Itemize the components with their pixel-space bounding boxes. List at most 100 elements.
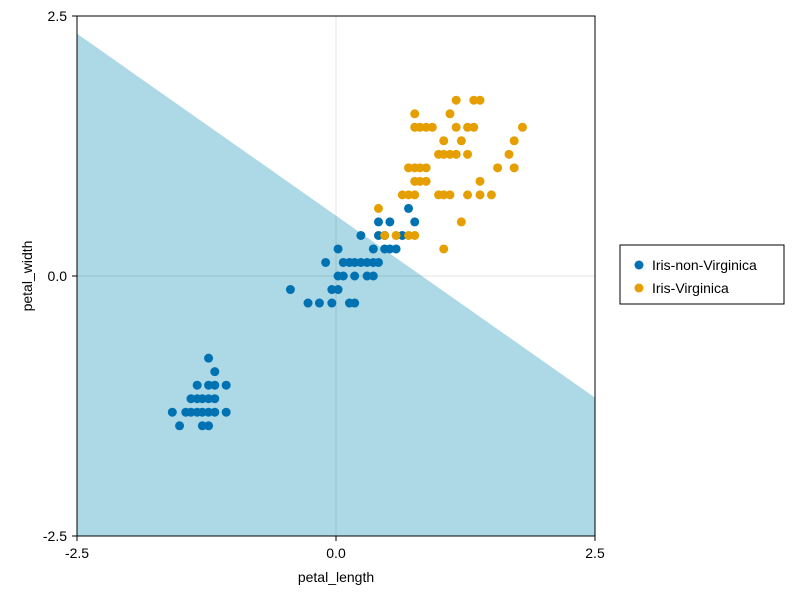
data-point-virginica <box>391 230 401 240</box>
y-axis-title: petal_width <box>19 241 35 312</box>
data-point-virginica <box>439 149 449 159</box>
data-point-non-virginica <box>314 298 324 308</box>
data-point-non-virginica <box>338 257 348 267</box>
data-point-virginica <box>456 136 466 146</box>
data-point-virginica <box>509 163 519 173</box>
data-point-non-virginica <box>210 380 220 390</box>
data-point-virginica <box>373 203 383 213</box>
data-point-non-virginica <box>186 394 196 404</box>
data-point-non-virginica <box>221 407 231 417</box>
data-point-non-virginica <box>204 353 214 363</box>
data-point-non-virginica <box>350 298 360 308</box>
data-point-non-virginica <box>204 394 214 404</box>
data-point-virginica <box>410 109 420 119</box>
data-point-virginica <box>504 149 514 159</box>
data-point-virginica <box>445 190 455 200</box>
data-point-non-virginica <box>356 257 366 267</box>
data-point-non-virginica <box>368 244 378 254</box>
data-point-non-virginica <box>391 244 401 254</box>
legend-marker-non-virginica <box>634 260 644 270</box>
data-point-virginica <box>475 190 485 200</box>
data-point-virginica <box>469 122 479 132</box>
legend-marker-virginica <box>634 283 644 293</box>
data-point-virginica <box>397 190 407 200</box>
data-point-virginica <box>451 122 461 132</box>
data-point-virginica <box>439 244 449 254</box>
legend-label-non-virginica: Iris-non-Virginica <box>652 257 757 273</box>
data-point-non-virginica <box>186 407 196 417</box>
data-point-virginica <box>421 176 431 186</box>
data-point-non-virginica <box>327 298 337 308</box>
data-point-virginica <box>421 163 431 173</box>
data-point-non-virginica <box>204 380 214 390</box>
data-point-non-virginica <box>397 230 407 240</box>
data-point-virginica <box>475 95 485 105</box>
data-point-virginica <box>463 149 473 159</box>
data-point-virginica <box>439 136 449 146</box>
data-point-virginica <box>475 176 485 186</box>
y-tick-label: 0.0 <box>48 268 68 284</box>
data-point-non-virginica <box>350 271 360 281</box>
data-point-virginica <box>469 95 479 105</box>
x-axis-title: petal_length <box>298 569 374 585</box>
data-point-virginica <box>517 122 527 132</box>
data-point-virginica <box>404 190 414 200</box>
data-point-non-virginica <box>350 257 360 267</box>
data-point-virginica <box>445 109 455 119</box>
data-point-virginica <box>463 122 473 132</box>
data-point-virginica <box>439 190 449 200</box>
data-point-non-virginica <box>333 244 343 254</box>
data-point-non-virginica <box>338 271 348 281</box>
scatter-points <box>167 95 527 431</box>
x-tick-label: -2.5 <box>65 545 89 561</box>
legend-label-virginica: Iris-Virginica <box>652 280 729 296</box>
data-point-non-virginica <box>303 298 313 308</box>
data-point-virginica <box>380 230 390 240</box>
data-point-non-virginica <box>385 217 395 227</box>
data-point-non-virginica <box>192 380 202 390</box>
data-point-non-virginica <box>204 407 214 417</box>
data-point-non-virginica <box>327 285 337 295</box>
data-point-virginica <box>404 230 414 240</box>
data-point-non-virginica <box>197 394 207 404</box>
data-point-virginica <box>451 95 461 105</box>
data-point-non-virginica <box>362 271 372 281</box>
data-point-virginica <box>493 163 503 173</box>
axis-ticks: -2.5 0.0 2.5 -2.5 0.0 2.5 <box>43 8 605 561</box>
data-point-non-virginica <box>221 380 231 390</box>
data-point-virginica <box>486 190 496 200</box>
data-point-non-virginica <box>373 217 383 227</box>
data-point-non-virginica <box>385 244 395 254</box>
data-point-virginica <box>410 190 420 200</box>
data-point-non-virginica <box>197 407 207 417</box>
data-point-virginica <box>415 176 425 186</box>
data-point-virginica <box>415 122 425 132</box>
data-point-non-virginica <box>175 421 185 431</box>
data-point-virginica <box>445 149 455 159</box>
data-point-non-virginica <box>373 230 383 240</box>
legend-box <box>619 244 785 305</box>
data-point-virginica <box>509 136 519 146</box>
y-tick-label: 2.5 <box>48 8 68 24</box>
data-point-virginica <box>456 217 466 227</box>
data-point-non-virginica <box>210 367 220 377</box>
data-point-non-virginica <box>356 230 366 240</box>
data-point-non-virginica <box>210 407 220 417</box>
data-point-non-virginica <box>362 257 372 267</box>
data-point-virginica <box>451 149 461 159</box>
data-point-non-virginica <box>333 285 343 295</box>
data-point-non-virginica <box>210 394 220 404</box>
data-point-virginica <box>410 230 420 240</box>
data-point-virginica <box>415 163 425 173</box>
data-point-non-virginica <box>368 271 378 281</box>
data-point-non-virginica <box>167 407 177 417</box>
data-point-virginica <box>421 122 431 132</box>
data-point-non-virginica <box>197 421 207 431</box>
data-point-non-virginica <box>410 217 420 227</box>
data-point-non-virginica <box>404 203 414 213</box>
legend: Iris-non-Virginica Iris-Virginica <box>619 244 785 305</box>
x-tick-label: 0.0 <box>326 545 346 561</box>
data-point-non-virginica <box>321 257 331 267</box>
data-point-virginica <box>463 190 473 200</box>
